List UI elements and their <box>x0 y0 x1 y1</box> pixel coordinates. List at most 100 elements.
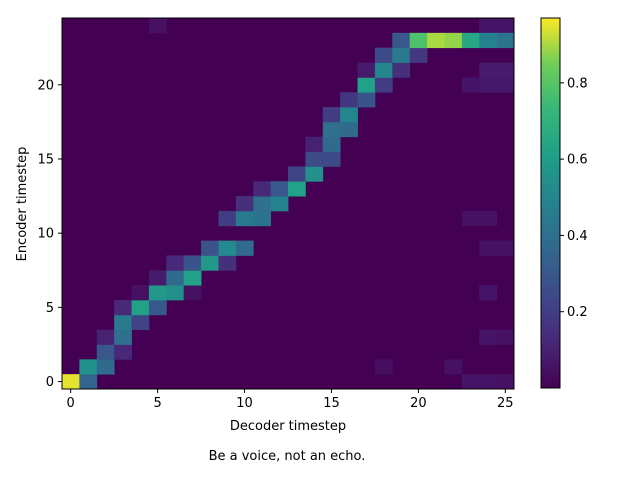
heatmap-cell <box>288 181 306 197</box>
heatmap-cell <box>183 255 202 271</box>
heatmap-cell <box>79 374 98 390</box>
heatmap-cell <box>357 92 376 108</box>
y-tick-label: 5 <box>46 301 54 316</box>
heatmap-cell <box>340 92 358 108</box>
heatmap-cell <box>479 62 498 78</box>
heatmap-cell <box>461 32 480 49</box>
x-tick-label: 0 <box>67 396 75 411</box>
heatmap-cell <box>183 270 202 286</box>
heatmap-cell <box>479 374 498 390</box>
heatmap-cell <box>201 255 219 271</box>
x-axis: 0 5 10 15 20 25 <box>67 389 514 411</box>
heatmap-cell <box>253 181 272 197</box>
heatmap-cell <box>96 344 115 360</box>
x-tick-label: 10 <box>236 396 253 411</box>
heatmap-cell <box>235 210 254 227</box>
heatmap-cell <box>305 166 324 182</box>
colorbar-frame <box>540 17 561 389</box>
heatmap-cell <box>374 47 393 63</box>
heatmap-cell <box>479 32 498 49</box>
caption: Be a voice, not an echo. <box>208 449 366 464</box>
y-axis: 0 5 10 15 20 <box>37 78 62 390</box>
heatmap-cell <box>374 77 393 93</box>
heatmap-cell <box>218 255 237 271</box>
heatmap-cell <box>166 285 185 301</box>
heatmap-cell <box>114 344 132 360</box>
x-tick-label: 25 <box>497 396 514 411</box>
heatmap-cell <box>392 47 411 63</box>
heatmap-cell <box>340 121 358 138</box>
y-tick-label: 20 <box>37 78 54 93</box>
heatmap-cell <box>305 136 324 152</box>
heatmap-cell <box>444 32 463 49</box>
heatmap-cell <box>461 77 480 93</box>
heatmap-cell <box>374 62 393 78</box>
heatmap-cell <box>496 77 515 93</box>
plot-frame <box>61 17 515 390</box>
heatmap-cell <box>479 240 498 256</box>
heatmap-cell <box>270 181 289 197</box>
heatmap-cell <box>218 240 237 256</box>
heatmap-cell <box>148 299 167 316</box>
heatmap-cell <box>322 151 341 167</box>
heatmap-cell <box>496 374 515 390</box>
heatmap-cell <box>479 210 498 227</box>
heatmap-cell <box>322 107 341 123</box>
heatmap-cell <box>479 77 498 93</box>
heatmap-cell <box>96 329 115 345</box>
heatmap-cell <box>148 18 167 34</box>
y-tick-label: 15 <box>37 152 54 167</box>
heatmap-cell <box>461 210 480 227</box>
heatmap-cell <box>305 151 324 167</box>
heatmap-cell <box>374 359 393 375</box>
heatmap-cell <box>288 166 306 182</box>
heatmap-cell <box>270 196 289 212</box>
colorbar-ticks: 0.2 0.4 0.6 0.8 <box>560 76 588 320</box>
heatmap-cell <box>444 359 463 375</box>
y-tick-label: 10 <box>37 227 54 242</box>
heatmap-cell <box>235 240 254 256</box>
heatmap-cell <box>392 32 411 49</box>
heatmap-cell <box>409 47 428 63</box>
heatmap-cell <box>340 107 358 123</box>
heatmap-cell <box>461 374 480 390</box>
colorbar-tick-label: 0.2 <box>567 305 588 320</box>
heatmap-cell <box>148 285 167 301</box>
colorbar-tick-label: 0.6 <box>567 153 588 168</box>
heatmap-cell <box>392 62 411 78</box>
heatmap-cell <box>114 329 132 345</box>
heatmap-cells <box>62 18 515 390</box>
heatmap-cell <box>479 285 498 301</box>
x-axis-label: Decoder timestep <box>230 419 346 434</box>
heatmap-cell <box>62 374 80 390</box>
heatmap-cell <box>322 136 341 152</box>
heatmap-cell <box>322 121 341 138</box>
heatmap-cell <box>409 32 428 49</box>
colorbar-tick-label: 0.4 <box>567 229 588 244</box>
heatmap-cell <box>357 62 376 78</box>
heatmap-cell <box>496 62 515 78</box>
heatmap-cell <box>166 270 185 286</box>
heatmap-cell <box>496 18 515 34</box>
x-tick-label: 5 <box>153 396 161 411</box>
heatmap-cell <box>479 18 498 34</box>
heatmap-cell <box>114 299 132 316</box>
heatmap-cell <box>479 329 498 345</box>
colorbar <box>541 18 560 388</box>
heatmap-cell <box>253 210 272 227</box>
heatmap-cell <box>496 240 515 256</box>
heatmap-cell <box>496 329 515 345</box>
heatmap-cell <box>131 299 150 316</box>
x-tick-label: 20 <box>410 396 427 411</box>
y-axis-label: Encoder timestep <box>15 147 30 262</box>
heatmap-cell <box>201 240 219 256</box>
heatmap-cell <box>218 210 237 227</box>
x-tick-label: 15 <box>323 396 340 411</box>
heatmap-cell <box>148 270 167 286</box>
heatmap-cell <box>357 77 376 93</box>
y-tick-label: 0 <box>46 375 54 390</box>
heatmap-cell <box>496 32 515 49</box>
heatmap-cell <box>235 196 254 212</box>
heatmap-cell <box>253 196 272 212</box>
